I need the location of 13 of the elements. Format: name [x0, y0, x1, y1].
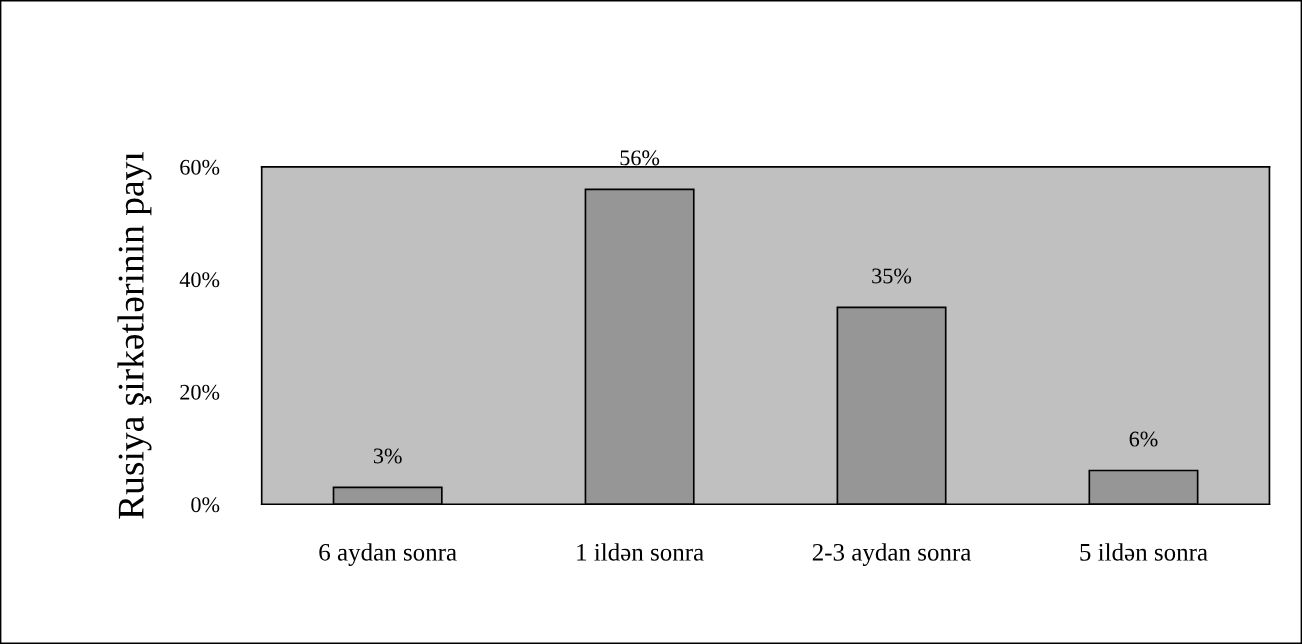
- data-label: 3%: [373, 448, 402, 464]
- y-axis-title: Rusiya şirkətlərinin payı: [117, 151, 152, 519]
- x-tick-label: 6 aydan sonra: [319, 543, 457, 566]
- x-tick-label: 5 ildən sonra: [1080, 543, 1208, 561]
- data-label: 6%: [1129, 431, 1158, 447]
- y-tick-label: 20%: [180, 384, 220, 400]
- x-tick-label: 2-3 aydan sonra: [812, 543, 972, 566]
- y-tick-label: 60%: [180, 159, 220, 175]
- data-label: 35%: [872, 268, 912, 284]
- y-tick-label: 0%: [191, 497, 220, 513]
- y-tick-label: 40%: [179, 272, 220, 288]
- data-label: 56%: [620, 150, 660, 166]
- x-tick-label: 1 ildən sonra: [577, 543, 704, 561]
